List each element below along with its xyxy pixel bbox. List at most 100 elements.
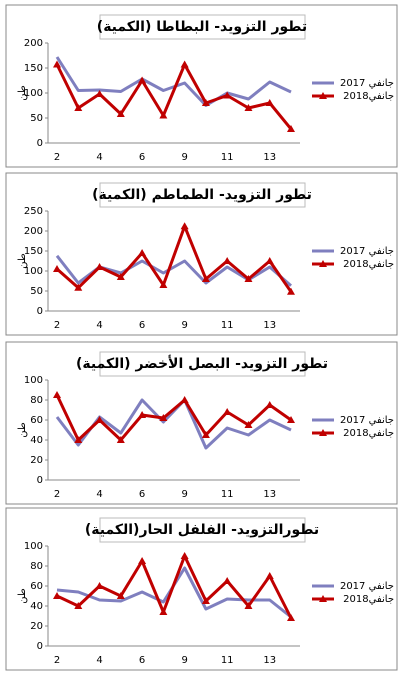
x-tick-label: 2 — [54, 655, 60, 666]
point-marker — [159, 111, 168, 119]
point-marker — [201, 99, 210, 106]
point-marker — [287, 125, 295, 132]
y-tick-label: 100 — [24, 541, 43, 552]
x-tick-label: 13 — [263, 320, 276, 331]
point-marker — [116, 110, 125, 117]
y-tick-label: 0 — [37, 641, 43, 652]
y-tick-label: 250 — [24, 206, 43, 217]
point-marker — [244, 104, 253, 111]
point-marker — [201, 431, 210, 438]
point-marker — [159, 608, 168, 615]
x-tick-label: 11 — [221, 152, 234, 163]
legend-label: جانفي2018 — [343, 259, 394, 270]
legend-marker — [319, 260, 327, 267]
panel — [5, 172, 398, 336]
point-marker — [116, 273, 125, 280]
x-tick-label: 2 — [54, 320, 60, 331]
panel — [5, 4, 398, 168]
x-tick-label: 13 — [263, 152, 276, 163]
point-marker — [138, 249, 147, 256]
point-marker — [223, 408, 232, 415]
y-axis-label: طن — [17, 588, 28, 604]
y-tick-label: 60 — [30, 581, 43, 592]
y-axis-label: طن — [17, 422, 28, 438]
point-marker — [53, 391, 61, 398]
point-marker — [287, 416, 295, 423]
point-marker — [265, 572, 274, 579]
point-marker — [138, 557, 147, 564]
point-marker — [95, 582, 104, 589]
y-tick-label: 0 — [37, 306, 43, 317]
point-marker — [201, 597, 210, 604]
x-tick-label: 6 — [139, 655, 145, 666]
y-tick-label: 50 — [30, 113, 43, 124]
point-marker — [223, 257, 232, 264]
series-line — [56, 224, 293, 293]
x-tick-label: 4 — [96, 320, 102, 331]
y-tick-label: 40 — [30, 601, 43, 612]
legend-label: جانفي2018 — [343, 91, 394, 102]
x-tick-label: 13 — [263, 489, 276, 500]
point-marker — [74, 436, 83, 443]
point-marker — [287, 287, 295, 295]
y-tick-label: 200 — [24, 226, 43, 237]
point-marker — [223, 577, 232, 584]
x-tick-label: 11 — [221, 489, 234, 500]
x-tick-label: 11 — [221, 655, 234, 666]
y-tick-label: 50 — [30, 286, 43, 297]
y-tick-label: 100 — [24, 88, 43, 99]
y-tick-label: 100 — [24, 266, 43, 277]
x-tick-label: 9 — [181, 320, 187, 331]
point-marker — [159, 281, 168, 288]
point-marker — [74, 104, 83, 111]
point-marker — [180, 222, 189, 230]
x-tick-label: 13 — [263, 655, 276, 666]
y-tick-label: 200 — [24, 38, 43, 49]
x-tick-label: 2 — [54, 489, 60, 500]
y-tick-label: 0 — [37, 138, 43, 149]
point-marker — [159, 414, 168, 421]
x-tick-label: 9 — [181, 152, 187, 163]
y-tick-label: 20 — [30, 455, 43, 466]
point-marker — [95, 90, 104, 97]
legend-label: جانفي 2017 — [340, 78, 394, 89]
point-marker — [95, 416, 104, 423]
point-marker — [53, 265, 61, 272]
point-marker — [116, 436, 125, 443]
point-marker — [74, 602, 83, 609]
legend-marker — [319, 429, 327, 436]
chart-title: تطور التزويد- البطاطا (الكمية) — [97, 19, 307, 35]
legend-label: جانفي2018 — [343, 428, 394, 439]
y-tick-label: 20 — [30, 621, 43, 632]
point-marker — [244, 602, 253, 609]
title-box — [99, 182, 306, 208]
point-marker — [116, 592, 125, 599]
point-marker — [138, 411, 147, 418]
x-tick-label: 4 — [96, 152, 102, 163]
x-tick-label: 4 — [96, 489, 102, 500]
x-tick-label: 6 — [139, 320, 145, 331]
point-marker — [53, 60, 61, 68]
y-tick-label: 150 — [24, 246, 43, 257]
y-tick-label: 150 — [24, 63, 43, 74]
point-marker — [265, 99, 274, 106]
legend-label: جانفي 2017 — [340, 581, 394, 592]
point-marker — [265, 257, 274, 264]
y-tick-label: 80 — [30, 395, 43, 406]
point-marker — [138, 76, 147, 84]
point-marker — [223, 91, 232, 99]
legend-marker — [319, 92, 327, 99]
x-tick-label: 2 — [54, 152, 60, 163]
title-box — [99, 517, 306, 543]
chart-title: تطور التزويد- البصل الأخضر (الكمية) — [76, 355, 328, 372]
legend-label: جانفي 2017 — [340, 246, 394, 257]
y-tick-label: 60 — [30, 415, 43, 426]
legend-label: جانفي 2017 — [340, 415, 394, 426]
point-marker — [74, 283, 83, 291]
point-marker — [244, 421, 253, 428]
point-marker — [201, 275, 210, 282]
y-tick-label: 40 — [30, 435, 43, 446]
point-marker — [180, 552, 189, 559]
